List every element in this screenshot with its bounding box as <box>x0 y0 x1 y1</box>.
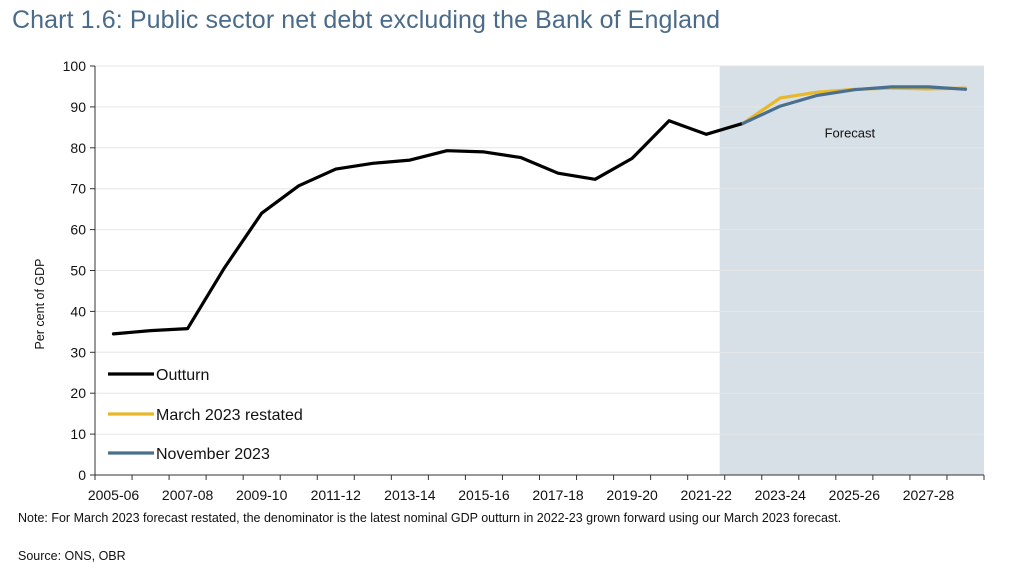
x-tick-label: 2013-14 <box>384 487 436 503</box>
legend-label: November 2023 <box>156 446 270 463</box>
y-tick-label: 70 <box>70 181 86 197</box>
y-tick-label: 0 <box>78 467 86 483</box>
y-tick-label: 10 <box>70 426 86 442</box>
chart-source: Source: ONS, OBR <box>18 549 126 563</box>
x-tick-label: 2019-20 <box>606 487 658 503</box>
x-tick-label: 2023-24 <box>755 487 807 503</box>
x-tick-label: 2007-08 <box>162 487 214 503</box>
y-tick-label: 30 <box>70 344 86 360</box>
y-tick-label: 20 <box>70 385 86 401</box>
series-line-november-2023 <box>741 85 968 125</box>
x-tick-label: 2017-18 <box>532 487 584 503</box>
x-tick-label: 2009-10 <box>236 487 288 503</box>
y-tick-label: 40 <box>70 303 86 319</box>
x-tick-label: 2021-22 <box>680 487 732 503</box>
chart-note: Note: For March 2023 forecast restated, … <box>18 511 842 525</box>
x-tick-label: 2011-12 <box>311 487 362 503</box>
forecast-label: Forecast <box>825 126 876 141</box>
legend-label: March 2023 restated <box>156 407 303 424</box>
y-tick-label: 80 <box>70 140 86 156</box>
y-tick-label: 100 <box>63 58 87 74</box>
chart-title: Chart 1.6: Public sector net debt exclud… <box>12 6 721 34</box>
y-axis-label: Per cent of GDP <box>33 258 47 349</box>
x-tick-label: 2027-28 <box>903 487 955 503</box>
x-tick-label: 2025-26 <box>829 487 881 503</box>
y-tick-label: 90 <box>70 99 86 115</box>
x-tick-label: 2005-06 <box>88 487 140 503</box>
legend-label: Outturn <box>156 367 209 384</box>
x-tick-label: 2015-16 <box>458 487 510 503</box>
y-tick-label: 60 <box>70 222 86 238</box>
series-line-outturn <box>111 119 745 336</box>
y-tick-label: 50 <box>70 263 86 279</box>
